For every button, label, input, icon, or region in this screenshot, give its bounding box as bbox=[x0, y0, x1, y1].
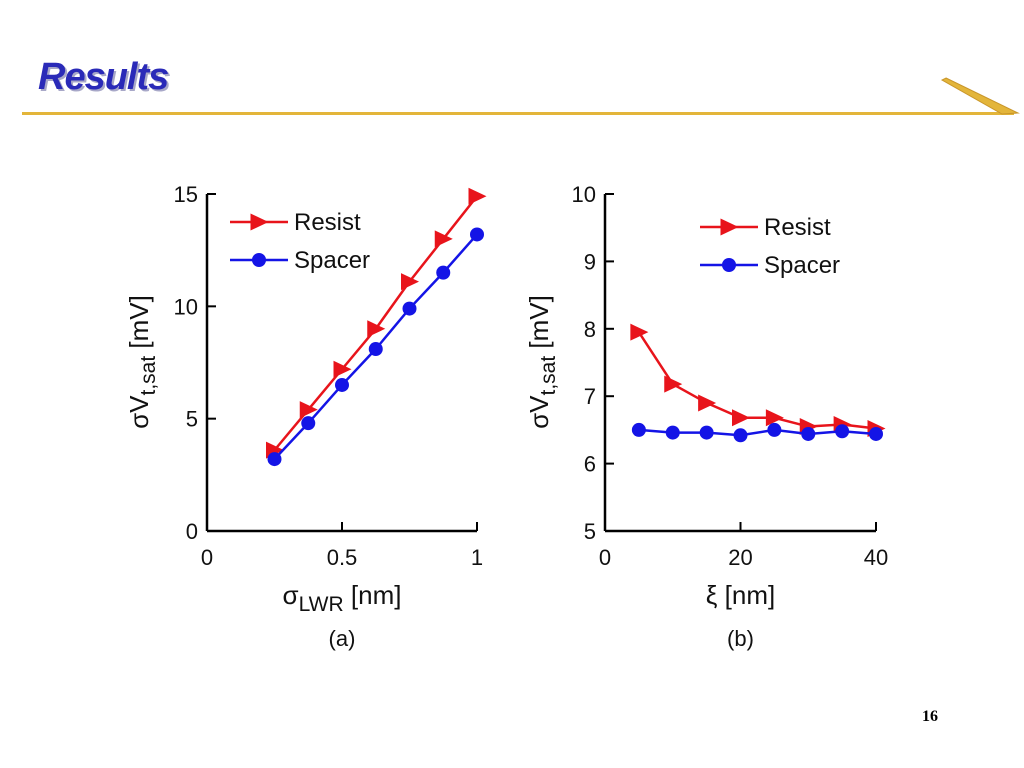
y-axis-label: σVt,sat [mV] bbox=[124, 295, 160, 429]
data-point-spacer bbox=[436, 265, 451, 280]
data-point-spacer bbox=[267, 452, 282, 467]
y-tick-label: 10 bbox=[174, 294, 198, 319]
y-tick-label: 6 bbox=[584, 452, 596, 477]
data-point-spacer bbox=[335, 377, 349, 392]
legend-marker-resist bbox=[250, 213, 269, 231]
data-point-resist bbox=[333, 360, 352, 378]
chart-panel-b: 0 20 40 5 6 7 8 9 10 ξ [nm] σVt,sat [mV] (b) Resist S… bbox=[524, 182, 888, 651]
data-point-resist bbox=[434, 230, 453, 248]
data-point-resist bbox=[664, 375, 683, 393]
x-tick-label: 1 bbox=[471, 545, 483, 570]
legend-label: Resist bbox=[294, 209, 361, 236]
legend-label: Spacer bbox=[294, 247, 370, 274]
data-point-resist bbox=[468, 187, 487, 205]
x-tick-label: 0 bbox=[599, 545, 611, 570]
data-point-spacer bbox=[470, 227, 484, 242]
slide-title: Results bbox=[38, 56, 169, 98]
data-point-spacer bbox=[631, 422, 646, 437]
data-point-spacer bbox=[801, 426, 816, 441]
legend-marker-resist bbox=[720, 218, 739, 236]
data-point-spacer bbox=[733, 428, 748, 443]
y-tick-label: 7 bbox=[584, 384, 596, 409]
data-point-spacer bbox=[301, 416, 316, 431]
data-point-spacer bbox=[835, 424, 850, 439]
panel-label: (a) bbox=[329, 626, 356, 651]
y-tick-label: 9 bbox=[584, 249, 596, 274]
y-tick-label: 5 bbox=[584, 519, 596, 544]
y-tick-label: 5 bbox=[186, 407, 198, 432]
data-point-resist bbox=[698, 394, 717, 412]
decorative-arrow-icon bbox=[940, 77, 1020, 115]
x-tick-label: 0 bbox=[201, 545, 213, 570]
x-tick-label: 0.5 bbox=[327, 545, 358, 570]
y-tick-label: 10 bbox=[572, 182, 596, 207]
legend-label: Spacer bbox=[764, 252, 840, 279]
data-point-spacer bbox=[402, 301, 417, 316]
y-tick-label: 0 bbox=[186, 519, 198, 544]
x-axis-label: σLWR [nm] bbox=[283, 580, 402, 616]
legend-marker-spacer bbox=[252, 253, 266, 267]
data-point-spacer bbox=[767, 422, 782, 437]
data-point-resist bbox=[401, 273, 419, 291]
y-tick-label: 8 bbox=[584, 317, 596, 342]
panel-label: (b) bbox=[727, 626, 754, 651]
data-point-resist bbox=[630, 323, 649, 341]
data-point-resist bbox=[367, 320, 386, 338]
data-point-spacer bbox=[869, 426, 883, 441]
data-point-resist bbox=[765, 409, 784, 427]
title-divider bbox=[22, 112, 1014, 115]
y-axis-label: σVt,sat [mV] bbox=[524, 295, 560, 429]
x-tick-label: 20 bbox=[728, 545, 752, 570]
series-line-resist bbox=[637, 331, 877, 430]
data-point-resist bbox=[732, 409, 750, 427]
data-point-spacer bbox=[368, 342, 383, 357]
data-point-resist bbox=[299, 401, 318, 419]
x-tick-label: 40 bbox=[864, 545, 888, 570]
y-tick-label: 15 bbox=[174, 182, 198, 207]
x-axis-label: ξ [nm] bbox=[706, 580, 775, 610]
data-point-spacer bbox=[699, 425, 714, 440]
legend-marker-spacer bbox=[722, 258, 736, 272]
page-number: 16 bbox=[922, 708, 938, 725]
data-point-spacer bbox=[665, 425, 680, 440]
legend-label: Resist bbox=[764, 214, 831, 241]
